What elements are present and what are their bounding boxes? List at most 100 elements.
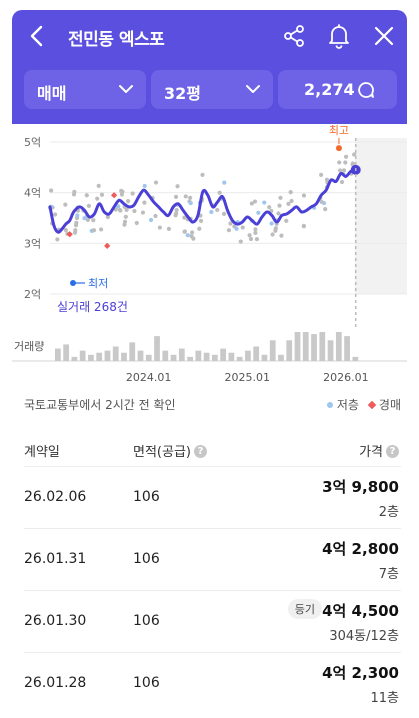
transaction-point — [157, 225, 162, 230]
row-date: 26.01.31 — [24, 551, 87, 567]
volume-bar — [344, 336, 350, 361]
transaction-point — [99, 192, 105, 197]
transaction-point — [273, 226, 278, 231]
volume-bar — [162, 350, 169, 361]
transaction-point — [182, 229, 187, 234]
row-price: 4억 2,300 — [322, 664, 399, 682]
auction-point — [66, 231, 73, 238]
transaction-point — [247, 233, 252, 238]
transaction-point — [278, 195, 283, 200]
row-area: 106 — [133, 675, 160, 691]
transaction-point — [352, 152, 357, 157]
transaction-point — [91, 228, 97, 233]
close-icon[interactable] — [373, 25, 395, 47]
data-source-note: 국토교통부에서 2시간 전 확인 — [24, 398, 176, 412]
transaction-point — [134, 220, 139, 226]
transaction-point — [55, 237, 60, 242]
chart-legend: 저층 경매 — [326, 396, 401, 413]
transaction-point — [91, 218, 96, 223]
jeonse-point — [142, 183, 147, 189]
volume-bar — [220, 348, 227, 361]
volume-bar — [137, 350, 144, 361]
transaction-point — [183, 194, 188, 199]
transaction-point — [190, 230, 195, 235]
transaction-point — [270, 232, 275, 237]
col-header-price-label: 가격 — [359, 445, 383, 460]
volume-bar — [211, 354, 218, 361]
transaction-point — [74, 220, 79, 225]
table-row[interactable]: 26.02.06 106 3억 9,800 2층 — [0, 466, 419, 528]
transaction-point — [337, 160, 342, 165]
highest-marker — [335, 145, 342, 152]
back-arrow-icon[interactable] — [26, 24, 48, 48]
transaction-point — [63, 202, 68, 207]
volume-bar — [88, 354, 94, 361]
x-tick-label: 2026.01 — [323, 371, 369, 384]
row-price: 4억 2,800 — [322, 540, 399, 558]
transaction-point — [221, 211, 227, 216]
row-date: 26.01.30 — [24, 613, 87, 629]
jeonse-point — [185, 233, 190, 238]
table-row[interactable]: 26.01.31 106 4억 2,800 7층 — [0, 528, 419, 590]
future-region — [354, 138, 407, 294]
transaction-point — [226, 228, 232, 233]
transaction-point — [175, 184, 180, 189]
volume-bar — [145, 354, 152, 361]
transaction-point — [277, 203, 282, 208]
highest-label: 최고 — [329, 124, 349, 137]
table-row[interactable]: 26.01.28 106 4억 2,300 11층 — [0, 652, 419, 714]
auction-legend-marker — [367, 400, 377, 409]
volume-bar — [319, 332, 326, 361]
volume-bar — [154, 336, 160, 361]
jeonse-point — [75, 213, 80, 218]
col-header-date: 계약일 — [24, 445, 60, 460]
transaction-point — [248, 236, 254, 242]
transaction-point — [130, 191, 135, 196]
transaction-point — [132, 208, 137, 214]
row-divider — [24, 528, 401, 529]
transaction-point — [96, 183, 101, 188]
transaction-point — [238, 239, 243, 244]
transaction-point — [240, 225, 245, 230]
price-chart[interactable]: 5억 4억 3억 2억 최고 최저 실거래 268건 거래량 2024.01 2025.01 202… — [12, 124, 407, 384]
deal-type-dropdown[interactable]: 매매 — [24, 70, 146, 109]
transaction-point — [153, 180, 159, 185]
area-help-icon[interactable]: ? — [193, 445, 207, 458]
size-dropdown[interactable]: 32평 — [151, 70, 273, 109]
transaction-point — [173, 194, 179, 199]
row-area: 106 — [133, 613, 160, 629]
transaction-point — [284, 218, 289, 223]
volume-bar — [302, 332, 309, 361]
auction-point — [110, 192, 118, 199]
table-row[interactable]: 26.01.30 106 등기 4억 4,500 304동/12층 — [0, 590, 419, 652]
price-help-icon[interactable]: ? — [386, 445, 399, 458]
row-divider — [24, 652, 401, 653]
transaction-point — [105, 214, 110, 220]
row-divider — [24, 466, 401, 467]
transaction-point — [188, 195, 193, 200]
jeonse-point — [148, 217, 154, 223]
x-tick-label: 2024.01 — [126, 371, 172, 384]
talk-button[interactable]: 2,274 — [278, 70, 397, 109]
transaction-point — [319, 172, 324, 177]
transaction-point — [166, 226, 172, 231]
jeonse-point — [222, 180, 227, 185]
bell-icon[interactable] — [326, 23, 352, 49]
jeonse-point — [256, 210, 261, 215]
share-icon[interactable] — [282, 24, 306, 48]
volume-bar — [63, 344, 70, 361]
transaction-point — [189, 234, 194, 239]
transaction-point — [153, 213, 158, 219]
row-date: 26.02.06 — [24, 489, 87, 505]
volume-bar — [228, 352, 235, 361]
transaction-point — [228, 221, 233, 226]
transaction-point — [341, 168, 347, 173]
transaction-point — [323, 206, 328, 212]
volume-bar — [278, 354, 284, 361]
volume-bar — [269, 340, 276, 361]
volume-bar — [286, 340, 293, 361]
transaction-point — [73, 228, 78, 233]
volume-bar — [170, 354, 177, 361]
volume-bar — [253, 346, 260, 361]
